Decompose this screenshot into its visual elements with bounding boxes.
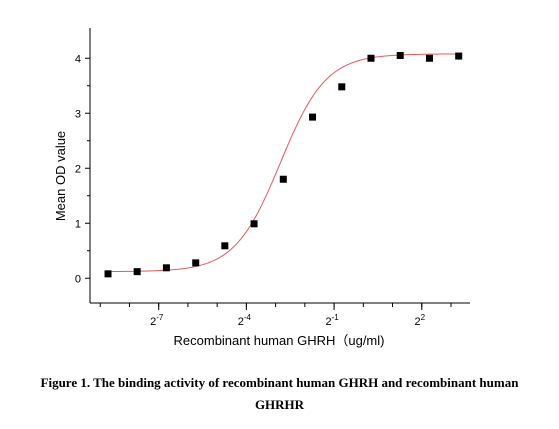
data-point [455, 52, 463, 60]
caption-line-1: Figure 1. The binding activity of recomb… [40, 375, 519, 390]
data-point [279, 175, 287, 183]
figure-caption: Figure 1. The binding activity of recomb… [0, 372, 559, 416]
data-point [309, 113, 317, 121]
x-tick-label: 2-1 [325, 313, 339, 328]
y-axis-label: Mean OD value [53, 131, 68, 221]
y-tick-label: 0 [75, 273, 81, 285]
data-point [250, 220, 258, 228]
data-point [133, 268, 141, 276]
data-point [396, 52, 404, 59]
y-tick-label: 3 [75, 108, 81, 120]
data-point [162, 264, 170, 272]
fit-curve [108, 53, 459, 273]
x-tick-label: 22 [414, 313, 425, 328]
x-tick-label: 2-4 [238, 313, 252, 328]
data-point [192, 259, 200, 267]
axes [89, 28, 470, 304]
chart: 0 1 2 3 4 2-7 2-4 2-1 22 Recombinant human GHRH（… [53, 28, 470, 348]
data-points [104, 52, 463, 278]
ticks: 0 1 2 3 4 2-7 2-4 2-1 22 [75, 53, 452, 328]
y-tick-label: 2 [75, 163, 81, 175]
x-tick-label: 2-7 [150, 313, 164, 328]
x-axis-label: Recombinant human GHRH（ug/ml) [174, 333, 385, 348]
data-point [221, 242, 229, 250]
y-tick-label: 1 [75, 218, 81, 230]
data-point [104, 270, 112, 278]
data-point [338, 83, 346, 91]
y-tick-label: 4 [75, 53, 81, 65]
caption-line-2: GHRHR [254, 397, 305, 412]
data-point [425, 54, 433, 62]
data-point [367, 54, 375, 62]
